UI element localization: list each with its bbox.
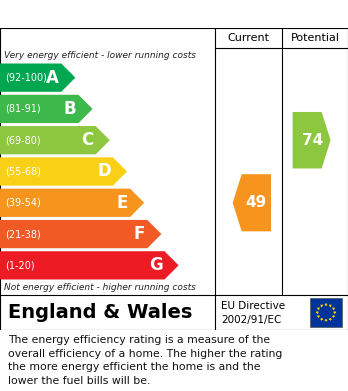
- Text: Very energy efficient - lower running costs: Very energy efficient - lower running co…: [4, 50, 196, 59]
- Text: 2002/91/EC: 2002/91/EC: [221, 314, 282, 325]
- Text: England & Wales: England & Wales: [8, 303, 192, 322]
- Polygon shape: [317, 315, 320, 318]
- Text: Not energy efficient - higher running costs: Not energy efficient - higher running co…: [4, 283, 196, 292]
- Text: (81-91): (81-91): [5, 104, 41, 114]
- Polygon shape: [324, 303, 328, 307]
- Polygon shape: [0, 126, 110, 154]
- Text: D: D: [97, 163, 111, 181]
- Polygon shape: [0, 95, 93, 123]
- Text: The energy efficiency rating is a measure of the
overall efficiency of a home. T: The energy efficiency rating is a measur…: [8, 335, 282, 386]
- Bar: [310, 298, 342, 327]
- Polygon shape: [0, 251, 179, 280]
- Polygon shape: [329, 318, 332, 321]
- Polygon shape: [320, 318, 324, 321]
- Text: (55-68): (55-68): [5, 167, 41, 176]
- Polygon shape: [329, 304, 332, 308]
- Text: E: E: [117, 194, 128, 212]
- Text: 74: 74: [302, 133, 323, 148]
- Text: C: C: [81, 131, 94, 149]
- Text: (92-100): (92-100): [5, 73, 47, 83]
- Text: (69-80): (69-80): [5, 135, 41, 145]
- Polygon shape: [332, 307, 335, 310]
- Text: (1-20): (1-20): [5, 260, 34, 270]
- Polygon shape: [320, 304, 324, 308]
- Text: A: A: [46, 69, 59, 87]
- Polygon shape: [324, 319, 328, 322]
- Text: G: G: [149, 256, 163, 274]
- Text: Energy Efficiency Rating: Energy Efficiency Rating: [9, 7, 219, 22]
- Polygon shape: [316, 311, 319, 314]
- Polygon shape: [0, 220, 161, 248]
- Polygon shape: [233, 174, 271, 231]
- Text: Potential: Potential: [291, 33, 339, 43]
- Polygon shape: [0, 188, 144, 217]
- Polygon shape: [317, 307, 320, 310]
- Text: F: F: [134, 225, 145, 243]
- Polygon shape: [333, 311, 337, 314]
- Text: B: B: [64, 100, 77, 118]
- Text: (21-38): (21-38): [5, 229, 41, 239]
- Text: 49: 49: [246, 195, 267, 210]
- Polygon shape: [0, 157, 127, 186]
- Polygon shape: [293, 112, 331, 169]
- Polygon shape: [332, 315, 335, 318]
- Text: (39-54): (39-54): [5, 198, 41, 208]
- Text: Current: Current: [228, 33, 269, 43]
- Polygon shape: [0, 63, 76, 92]
- Text: EU Directive: EU Directive: [221, 301, 285, 311]
